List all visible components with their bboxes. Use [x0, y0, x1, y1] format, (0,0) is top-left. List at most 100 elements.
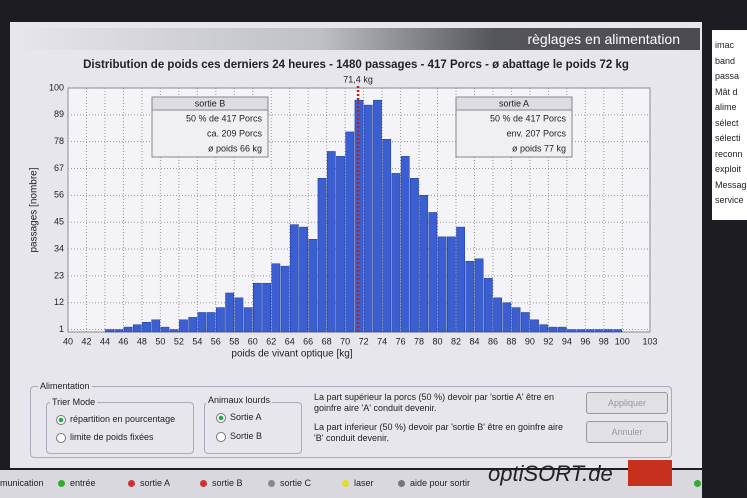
radio-label: Sortie B [230, 431, 263, 441]
bar [576, 329, 586, 333]
bar [447, 236, 456, 333]
bar [382, 138, 392, 333]
status-item: sortie A [128, 478, 170, 488]
side-item: reconn [715, 148, 743, 159]
bar [548, 326, 558, 333]
x-tick-label: 86 [488, 336, 498, 346]
heavy-title: Animaux lourds [206, 395, 273, 405]
info-box-head [151, 96, 269, 111]
bar [234, 297, 244, 333]
chart-title: Distribution de poids ces derniers 24 he… [83, 59, 629, 71]
x-tick-label: 88 [506, 336, 516, 346]
cancel-button[interactable]: Annuler [586, 421, 668, 443]
x-tick-label: 96 [580, 336, 590, 346]
group-title: Alimentation [38, 381, 92, 391]
x-tick-label: 64 [285, 336, 295, 346]
info-box-line: ø poids 77 kg [512, 143, 566, 153]
x-tick-label: 68 [322, 336, 332, 346]
bar [502, 302, 512, 333]
bar [456, 226, 465, 333]
radio-option[interactable]: Sortie A [216, 412, 262, 423]
header-title: règlages en alimentation [527, 31, 680, 47]
bar [400, 156, 410, 333]
y-tick-label: 23 [54, 270, 64, 280]
info-box-head [455, 96, 573, 111]
status-label: laser [354, 478, 374, 488]
side-item: imac [715, 40, 735, 50]
status-item: bus-conne [694, 478, 747, 488]
bar [225, 292, 235, 333]
info-box-line: ø poids 66 kg [208, 143, 262, 153]
radio-option[interactable]: Sortie B [216, 431, 262, 442]
side-item: service [715, 195, 744, 205]
status-dot [342, 480, 349, 488]
bar [123, 326, 133, 333]
side-item: exploit [715, 164, 742, 174]
y-tick-label: 67 [54, 163, 64, 173]
bar [391, 173, 401, 333]
side-item: Messag [715, 179, 747, 190]
bar [474, 258, 484, 333]
radio-option[interactable]: limite de poids fixées [56, 432, 154, 443]
status-dot [200, 480, 207, 488]
x-tick-label: 54 [192, 336, 202, 346]
info-box-title: sortie A [499, 98, 529, 108]
x-tick-label: 62 [266, 336, 276, 346]
y-tick-label: 100 [49, 82, 64, 92]
x-tick-label: 78 [414, 336, 424, 346]
bar [114, 329, 124, 333]
status-dot [128, 480, 135, 488]
bar [437, 236, 447, 333]
bar [511, 307, 521, 333]
side-item: band [715, 55, 736, 66]
radio-label: Sortie A [230, 412, 262, 422]
bar [151, 319, 161, 333]
bar [539, 324, 549, 333]
bar [585, 329, 595, 333]
x-tick-label: 80 [433, 336, 443, 346]
x-tick-label: 94 [562, 336, 572, 346]
x-tick-label: 46 [118, 336, 128, 346]
y-tick-label: 34 [54, 243, 64, 253]
info-box-line: 50 % de 417 Porcs [186, 113, 263, 123]
status-item: munication [0, 478, 44, 488]
bar [253, 282, 262, 333]
info-box-line: env. 207 Porcs [507, 128, 567, 138]
radio-option[interactable]: répartition en pourcentage [56, 414, 175, 425]
x-tick-label: 50 [155, 336, 165, 346]
x-tick-label: 82 [451, 336, 461, 346]
x-tick-label: 72 [359, 336, 369, 346]
y-tick-label: 78 [54, 136, 64, 146]
bar [483, 278, 493, 333]
x-tick-label: 58 [229, 336, 239, 346]
status-dot [58, 480, 65, 488]
side-item: alime [715, 102, 737, 112]
bar [604, 329, 613, 333]
x-axis-label: poids de vivant optique [kg] [231, 349, 352, 360]
x-tick-label: 40 [63, 336, 73, 346]
bar [336, 156, 345, 333]
x-tick-label: 90 [525, 336, 535, 346]
bar [520, 312, 530, 333]
y-tick-label: 45 [54, 217, 64, 227]
info-box-line: 50 % de 417 Porcs [490, 113, 567, 123]
bar [206, 312, 216, 333]
status-dot [398, 480, 405, 488]
apply-button[interactable]: Appliquer [586, 392, 668, 414]
bar [216, 307, 225, 333]
status-dot [268, 480, 275, 488]
bar [493, 297, 502, 333]
bar [373, 99, 382, 333]
side-item: sélect [715, 117, 739, 128]
status-label: bus-conne [706, 478, 747, 488]
x-tick-label: 60 [248, 336, 258, 346]
bar [132, 324, 142, 333]
bar [345, 131, 355, 333]
y-tick-label: 56 [54, 190, 64, 200]
status-item: sortie C [268, 478, 311, 488]
status-bar: munication entrée sortie A sortie B sortie C… [0, 470, 747, 498]
mean-label: 71,4 kg [343, 74, 373, 84]
bar [243, 307, 253, 333]
status-label: sortie A [140, 478, 171, 488]
